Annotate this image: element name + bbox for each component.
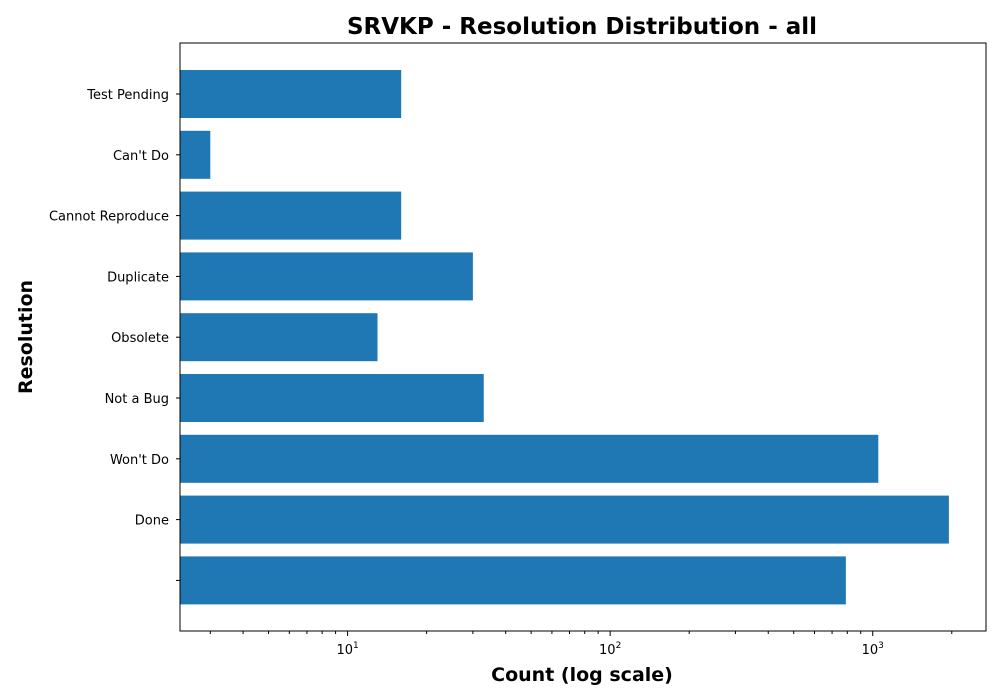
bars-group (180, 70, 949, 605)
y-tick-label: Won't Do (110, 453, 169, 468)
y-tick-label: Test Pending (86, 88, 169, 103)
bar (180, 374, 484, 422)
x-tick-label: 101 (336, 641, 358, 658)
x-axis-label: Count (log scale) (491, 664, 673, 686)
bar (180, 495, 949, 544)
bar (180, 191, 402, 240)
bar (180, 70, 402, 118)
bar (180, 556, 846, 605)
bar (180, 252, 473, 301)
y-tick-label: Not a Bug (105, 392, 169, 407)
y-tick-label: Cannot Reproduce (49, 210, 169, 225)
y-tick-label: Duplicate (107, 270, 169, 285)
y-axis: Test Pending Can't Do Cannot Reproduce Dupl… (49, 88, 180, 581)
bar (180, 434, 879, 483)
y-tick-label: Can't Do (113, 149, 169, 164)
x-axis: 101 102 103 (209, 631, 953, 658)
y-tick-label: Obsolete (111, 331, 169, 346)
x-tick-label: 102 (599, 641, 621, 658)
bar (180, 130, 211, 179)
y-tick-label: Done (135, 514, 169, 529)
x-tick-label: 103 (862, 641, 884, 658)
bar (180, 313, 378, 362)
chart-title: SRVKP - Resolution Distribution - all (347, 14, 817, 40)
y-axis-label: Resolution (15, 280, 37, 394)
